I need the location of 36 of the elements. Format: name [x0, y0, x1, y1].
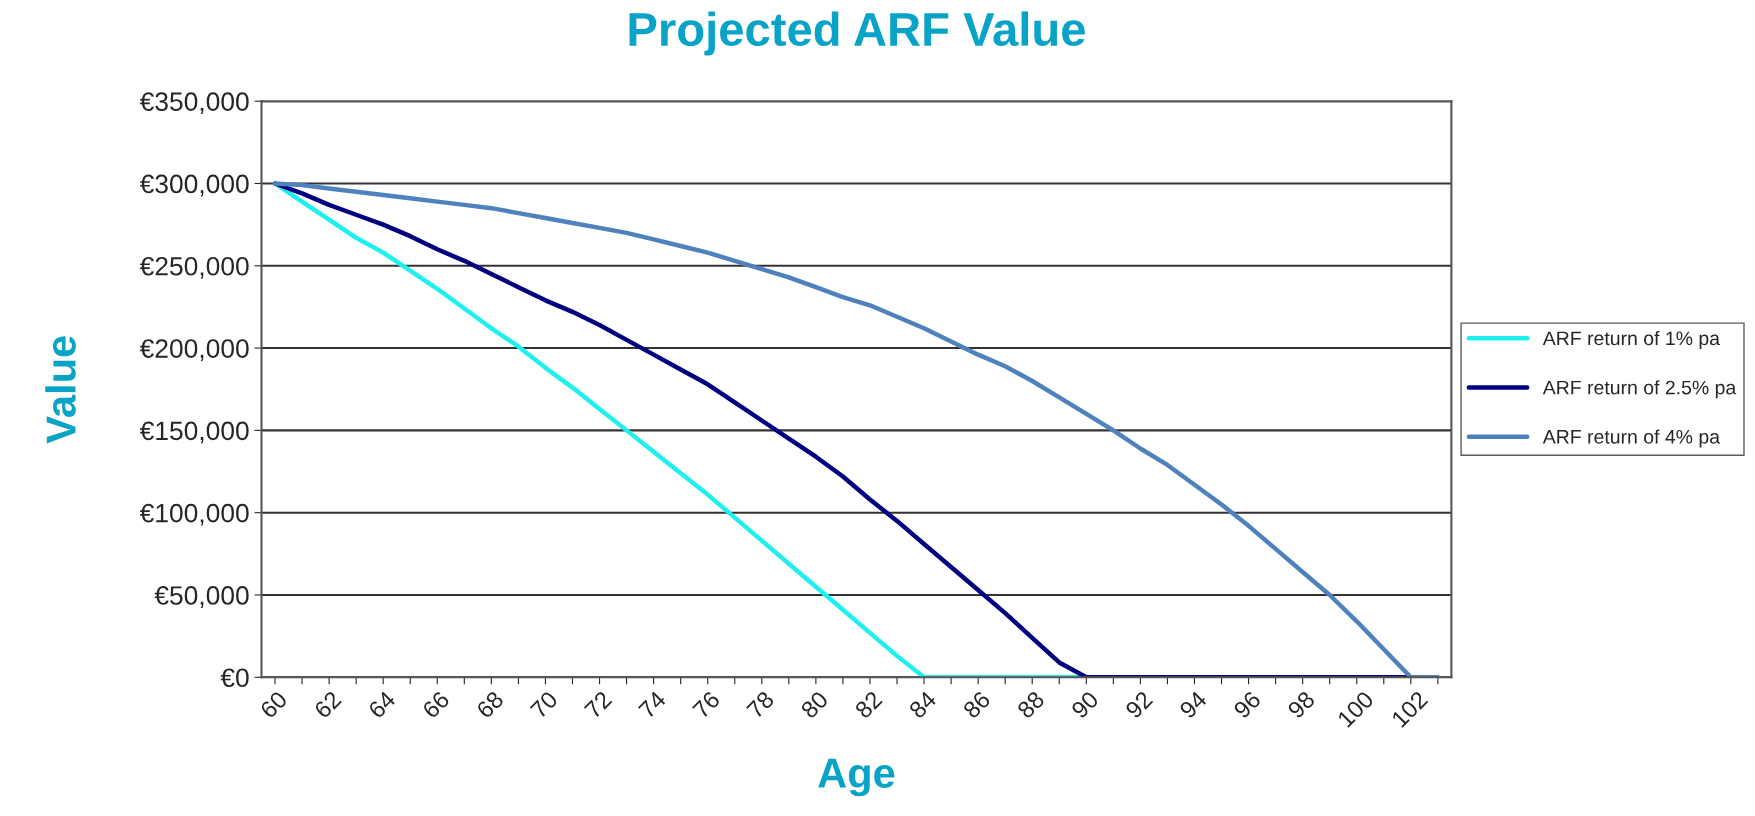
x-tick-label: 76 — [691, 690, 721, 720]
x-tick-label: 92 — [1124, 690, 1154, 720]
legend-label: ARF return of 4% pa — [1542, 429, 1721, 448]
x-tick-label: 100 — [1336, 690, 1375, 728]
x-tick-label: 66 — [421, 690, 451, 720]
y-tick-label: €50,000 — [154, 586, 249, 608]
x-tick-label: 78 — [746, 690, 775, 720]
x-tick-label: 96 — [1232, 690, 1262, 720]
x-tick-label: 88 — [1016, 690, 1046, 720]
x-tick-label: 86 — [962, 690, 992, 720]
x-tick-label: 62 — [313, 690, 343, 720]
chart-title: Projected ARF Value — [629, 11, 1085, 56]
x-tick-label: 98 — [1286, 690, 1316, 720]
y-tick-label: €250,000 — [139, 256, 249, 279]
x-tick-label: 70 — [529, 690, 559, 720]
x-tick-label: 74 — [638, 690, 667, 719]
x-tick-label: 68 — [475, 690, 505, 720]
y-tick-label: €300,000 — [139, 174, 249, 197]
y-tick-label: €200,000 — [139, 339, 249, 362]
x-tick-label: 60 — [259, 690, 289, 720]
legend-label: ARF return of 2.5% pa — [1542, 380, 1737, 399]
y-tick-label: €350,000 — [139, 92, 249, 115]
x-tick-label: 90 — [1070, 690, 1100, 720]
x-axis-title: Age — [818, 758, 895, 797]
y-tick-label: €0 — [220, 668, 249, 688]
x-tick-label: 72 — [583, 690, 613, 719]
y-axis-title: Value — [45, 336, 76, 444]
x-tick-label: 80 — [799, 690, 829, 720]
x-tick-label: 102 — [1390, 690, 1429, 728]
legend-label: ARF return of 1% pa — [1542, 330, 1721, 350]
x-tick-label: 84 — [908, 690, 938, 720]
y-tick-label: €150,000 — [139, 421, 249, 444]
x-tick-label: 82 — [854, 690, 883, 720]
x-tick-label: 64 — [367, 690, 397, 720]
y-tick-label: €100,000 — [139, 503, 249, 526]
x-tick-label: 94 — [1178, 690, 1208, 720]
